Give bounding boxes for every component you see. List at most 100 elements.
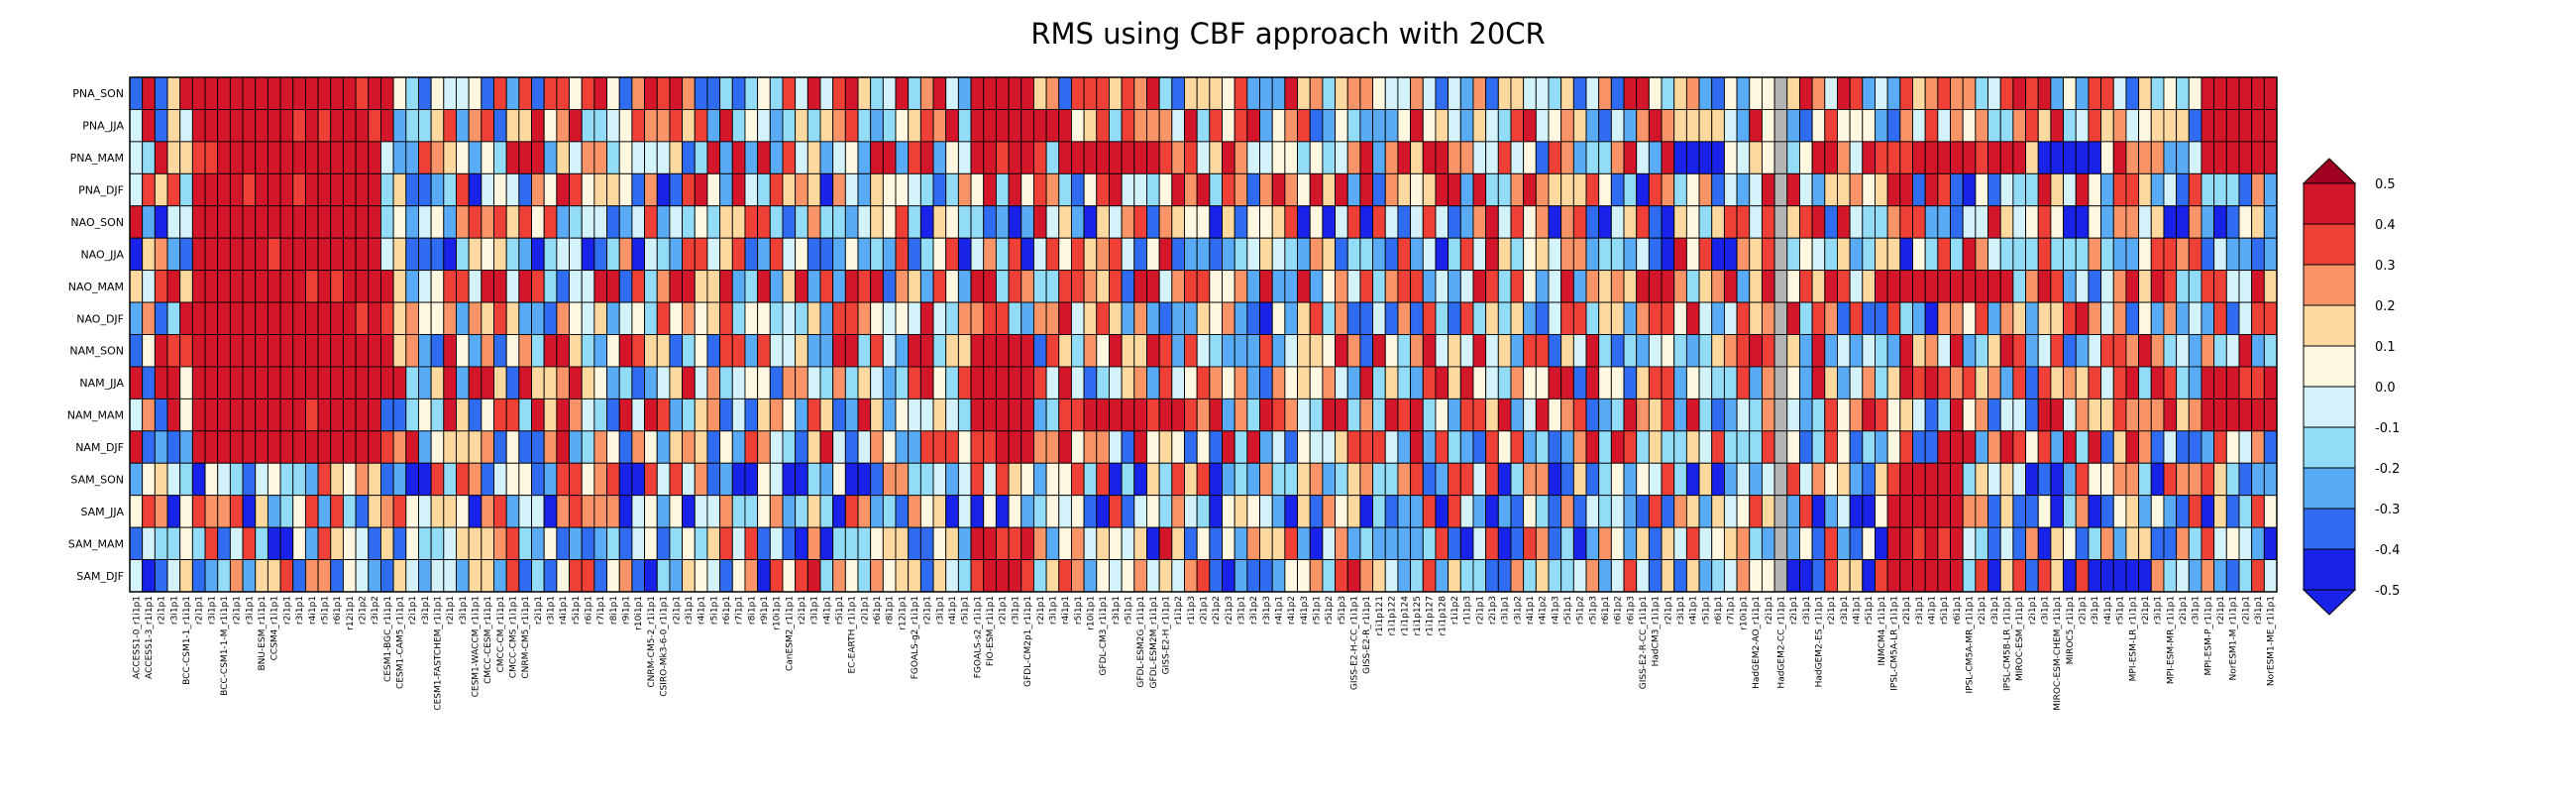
heatmap-cell: [757, 398, 771, 432]
heatmap-cell: [1849, 462, 1864, 497]
heatmap-cell: [1133, 430, 1147, 464]
heatmap-cell: [806, 237, 821, 272]
heatmap-cell: [1837, 205, 1851, 239]
heatmap-cell: [304, 108, 319, 143]
heatmap-cell: [179, 108, 193, 143]
heatmap-cell: [769, 141, 784, 174]
heatmap-cell: [631, 334, 646, 368]
heatmap-cell: [806, 334, 821, 368]
heatmap-cell: [1045, 172, 1060, 207]
heatmap-cell: [304, 76, 319, 110]
heatmap-cell: [392, 237, 407, 272]
heatmap-cell: [1384, 205, 1399, 239]
heatmap-cell: [1875, 172, 1888, 207]
heatmap-cell: [179, 270, 193, 303]
heatmap-cell: [1786, 430, 1800, 464]
heatmap-cell: [2150, 108, 2165, 143]
heatmap-cell: [957, 108, 972, 143]
heatmap-cell: [2251, 398, 2265, 432]
heatmap-cell: [1184, 526, 1198, 561]
heatmap-cell: [1598, 334, 1612, 368]
heatmap-cell: [493, 462, 507, 497]
heatmap-cell: [932, 559, 947, 593]
heatmap-cell: [731, 237, 746, 272]
heatmap-cell: [2112, 301, 2127, 335]
heatmap-cell: [229, 526, 244, 561]
heatmap-cell: [1773, 108, 1788, 143]
heatmap-cell: [292, 334, 306, 368]
heatmap-cell: [2150, 495, 2165, 528]
heatmap-cell: [706, 526, 721, 561]
heatmap-cell: [1322, 495, 1337, 528]
heatmap-cell: [593, 462, 608, 497]
heatmap-cell: [1196, 398, 1211, 432]
heatmap-cell: [1020, 495, 1034, 528]
heatmap-cell: [1824, 495, 1838, 528]
heatmap-cell: [1058, 495, 1072, 528]
heatmap-cell: [456, 301, 470, 335]
heatmap-cell: [1962, 76, 1977, 110]
heatmap-cell: [1284, 301, 1298, 335]
heatmap-cell: [1875, 270, 1888, 303]
heatmap-cell: [895, 108, 910, 143]
heatmap-cell: [795, 398, 808, 432]
column-label: r6i1p1: [722, 596, 732, 625]
heatmap-cell: [1937, 141, 1951, 174]
heatmap-cell: [2163, 559, 2178, 593]
heatmap-cell: [1070, 301, 1085, 335]
heatmap-cell: [1259, 526, 1273, 561]
heatmap-cell: [304, 430, 319, 464]
column-label: CESM1-WACCM_r1i1p1: [472, 596, 482, 697]
heatmap-cell: [292, 108, 306, 143]
heatmap-cell: [1585, 526, 1600, 561]
heatmap-cell: [1798, 495, 1813, 528]
heatmap-cell: [1673, 172, 1687, 207]
heatmap-cell: [2037, 108, 2052, 143]
heatmap-cell: [970, 141, 985, 174]
heatmap-cell: [919, 559, 934, 593]
heatmap-cell: [631, 76, 646, 110]
heatmap-cell: [870, 398, 884, 432]
heatmap-cell: [518, 172, 532, 207]
heatmap-cell: [1711, 526, 1725, 561]
heatmap-cell: [1811, 76, 1826, 110]
heatmap-cell: [895, 398, 910, 432]
heatmap-cell: [1196, 559, 1211, 593]
heatmap-cell: [569, 301, 583, 335]
column-label: CNRM-CM5_r1i1p1: [521, 596, 531, 679]
heatmap-cell: [882, 172, 897, 207]
heatmap-cell: [1685, 366, 1700, 399]
heatmap-cell: [1811, 398, 1826, 432]
heatmap-cell: [1209, 366, 1223, 399]
column-label: CMCC-CMS_r1i1p1: [509, 596, 519, 678]
heatmap-cell: [844, 398, 859, 432]
heatmap-cell: [2251, 495, 2265, 528]
heatmap-cell: [493, 205, 507, 239]
heatmap-cell: [443, 270, 457, 303]
heatmap-cell: [1623, 108, 1638, 143]
heatmap-cell: [1297, 301, 1311, 335]
heatmap-cell: [1184, 172, 1198, 207]
heatmap-cell: [2163, 398, 2178, 432]
heatmap-cell: [832, 559, 846, 593]
heatmap-cell: [1070, 430, 1085, 464]
heatmap-cell: [1862, 270, 1876, 303]
heatmap-cell: [2213, 430, 2227, 464]
heatmap-cell: [769, 430, 784, 464]
heatmap-cell: [682, 559, 696, 593]
heatmap-cell: [229, 334, 244, 368]
heatmap-cell: [556, 270, 570, 303]
heatmap-cell: [1070, 237, 1085, 272]
heatmap-cell: [682, 205, 696, 239]
heatmap-cell: [694, 237, 708, 272]
heatmap-cell: [1811, 141, 1826, 174]
column-label: HadCM3_r1i1p1: [1652, 596, 1662, 666]
heatmap-cell: [2213, 108, 2227, 143]
heatmap-cell: [706, 495, 721, 528]
column-label: r1i1p128: [1438, 596, 1448, 636]
heatmap-cell: [1685, 76, 1700, 110]
heatmap-cell: [418, 334, 432, 368]
heatmap-cell: [1335, 398, 1348, 432]
heatmap-cell: [1322, 559, 1337, 593]
heatmap-cell: [2150, 462, 2165, 497]
